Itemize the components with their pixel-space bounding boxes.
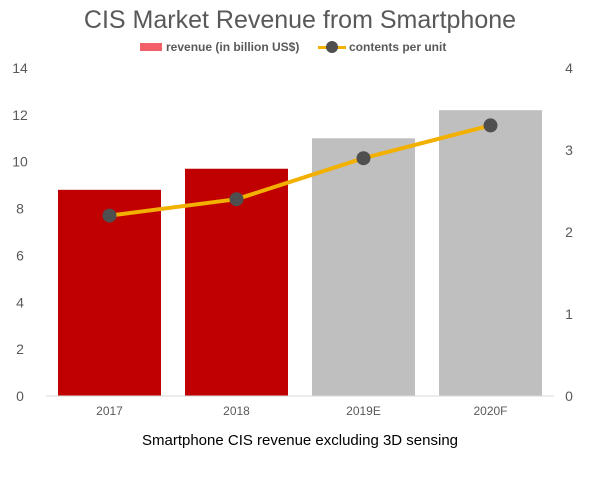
bar-2018 xyxy=(185,168,288,396)
y-left-tick-label: 8 xyxy=(16,201,24,217)
legend-label-contents: contents per unit xyxy=(349,40,447,54)
point-2020F xyxy=(483,118,498,133)
y-left-tick-label: 10 xyxy=(12,154,28,170)
y-right-tick-label: 3 xyxy=(565,142,573,158)
x-tick-label: 2017 xyxy=(96,404,123,418)
bar-2017 xyxy=(58,189,161,396)
bar-2020F xyxy=(439,110,542,397)
y-right-tick-label: 1 xyxy=(565,306,573,322)
legend-swatch-contents xyxy=(318,41,346,53)
legend-item-contents: contents per unit xyxy=(318,40,446,54)
y-left-tick-label: 0 xyxy=(16,388,24,404)
legend-item-revenue: revenue (in billion US$) xyxy=(140,40,299,54)
x-tick-label: 2020F xyxy=(473,404,507,418)
contents-per-unit-line xyxy=(107,123,493,218)
bar-2019E xyxy=(312,138,415,397)
y-right-tick-label: 2 xyxy=(565,224,573,240)
legend-swatch-revenue xyxy=(140,43,162,51)
point-2017 xyxy=(102,208,117,223)
chart-title: CIS Market Revenue from Smartphone xyxy=(83,6,517,34)
x-axis-title: Smartphone CIS revenue excluding 3D sens… xyxy=(141,432,459,449)
y-right-tick-label: 0 xyxy=(565,388,573,404)
y-left-tick-label: 2 xyxy=(16,341,24,357)
y-left-tick-label: 4 xyxy=(16,294,24,310)
x-tick-label: 2019E xyxy=(346,404,381,418)
y-left-tick-label: 6 xyxy=(16,247,24,263)
legend: revenue (in billion US$) contents per un… xyxy=(0,40,600,56)
y-left-tick-label: 12 xyxy=(12,107,28,123)
x-tick-label: 2018 xyxy=(223,404,250,418)
y-left-tick-label: 14 xyxy=(12,60,28,76)
y-right-tick-label: 4 xyxy=(565,60,573,76)
point-2019E xyxy=(356,151,371,166)
point-2018 xyxy=(229,192,244,207)
legend-label-revenue: revenue (in billion US$) xyxy=(166,40,300,54)
